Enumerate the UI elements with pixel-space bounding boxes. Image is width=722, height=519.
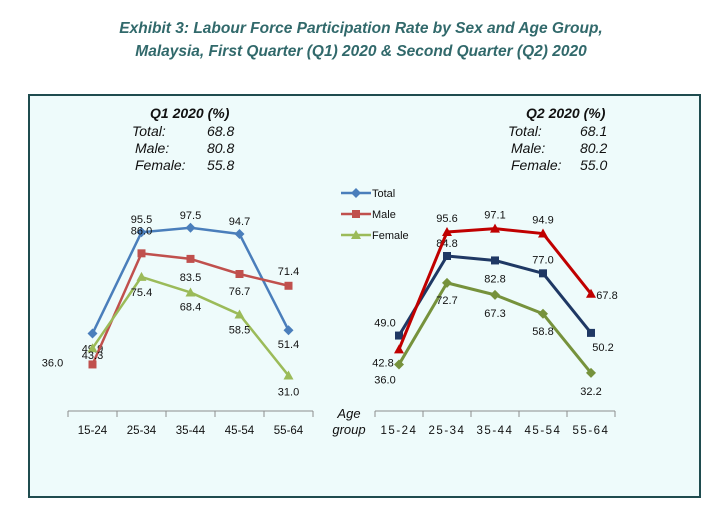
q1-x-tick-label-55-64: 55-64	[274, 425, 304, 437]
q2-total-data-label-45-54: 77.0	[532, 254, 553, 266]
q2-male-point-15-24	[394, 344, 404, 354]
q2-total-point-55-64	[587, 328, 595, 337]
q1-summary-total-label: Total:	[132, 123, 166, 139]
q1-total-data-label-45-54: 94.7	[229, 216, 250, 228]
q1-total-point-35-44	[185, 222, 196, 233]
q2-male-point-45-54	[538, 228, 548, 238]
q2-female-point-55-64	[586, 367, 596, 378]
q1-female-point-55-64	[283, 370, 294, 380]
q2-summary-male-value: 80.2	[580, 140, 607, 156]
q1-total-point-25-34	[136, 227, 147, 238]
q2-male-point-25-34	[442, 227, 452, 236]
q2-female-point-15-24	[394, 359, 404, 370]
q1-summary-male-label: Male:	[135, 140, 169, 156]
q1-total-point-15-24	[87, 328, 98, 339]
q2-x-tick-label-45-54: 45-54	[525, 425, 562, 437]
legend: Total Male Female	[341, 188, 409, 242]
q2-male-data-label-25-34: 95.6	[436, 213, 457, 225]
q2-total-data-label-55-64: 50.2	[592, 342, 613, 354]
q2-total-point-25-34	[443, 252, 451, 260]
x-axis-label-line-1: Age	[336, 406, 360, 421]
q1-female-point-15-24	[87, 343, 98, 353]
q2-summary-female-label: Female:	[511, 157, 562, 173]
q2-female-point-25-34	[442, 277, 452, 288]
q2-male-point-55-64	[586, 288, 596, 298]
q1-summary-box: Q1 2020 (%) Total: 68.8 Male: 80.8 Femal…	[132, 105, 234, 173]
q2-female-data-label-15-24: 36.0	[374, 374, 395, 386]
q1-summary-male-value: 80.8	[207, 140, 234, 156]
q1-total-point-55-64	[283, 325, 294, 336]
q1-male-data-label-45-54: 76.7	[229, 286, 250, 298]
q1-x-tick-label-15-24: 15-24	[78, 425, 108, 437]
q1-male-point-45-54	[235, 270, 244, 278]
q1-male-data-label-55-64: 71.4	[278, 266, 299, 278]
chart-q1: 15-2425-3435-4445-5455-6449.995.597.594.…	[42, 210, 314, 437]
q1-total-data-label-25-34: 95.5	[131, 214, 152, 226]
q2-female-data-label-45-54: 58.8	[532, 326, 553, 338]
q1-male-point-55-64	[284, 281, 293, 290]
q1-summary-female-value: 55.8	[207, 157, 234, 173]
q2-total-data-label-35-44: 82.8	[484, 273, 505, 285]
q2-female-data-label-35-44: 67.3	[484, 308, 505, 320]
q2-summary-total-value: 68.1	[580, 123, 607, 139]
q1-male-data-label-15-24: 36.0	[42, 357, 63, 369]
q1-female-point-35-44	[185, 287, 196, 297]
q2-female-data-label-55-64: 32.2	[580, 386, 601, 398]
x-axis-label: Age group	[332, 406, 365, 437]
q1-male-point-15-24	[88, 360, 97, 369]
q2-total-point-15-24	[395, 331, 403, 340]
q2-summary-female-value: 55.0	[580, 157, 607, 173]
q1-x-tick-label-45-54: 45-54	[225, 425, 255, 437]
q2-x-tick-label-25-34: 25-34	[429, 425, 466, 437]
chart-title-line-2: Malaysia, First Quarter (Q1) 2020 & Seco…	[135, 43, 587, 60]
legend-female-label: Female	[372, 230, 409, 242]
q1-total-data-label-55-64: 51.4	[278, 339, 299, 351]
q2-total-point-35-44	[491, 256, 499, 265]
q2-male-data-label-45-54: 94.9	[532, 215, 553, 227]
q2-male-data-label-15-24: 42.8	[372, 357, 393, 369]
q2-female-point-45-54	[538, 308, 548, 319]
q1-female-data-label-45-54: 58.5	[229, 324, 250, 336]
q2-female-point-35-44	[490, 289, 500, 300]
chart-title-line-1: Exhibit 3: Labour Force Participation Ra…	[119, 20, 603, 37]
q2-x-tick-label-15-24: 15-24	[381, 425, 418, 437]
q1-summary-female-label: Female:	[135, 157, 186, 173]
q2-summary-total-label: Total:	[508, 123, 542, 139]
q1-summary-heading: Q1 2020 (%)	[150, 105, 230, 121]
q1-female-data-label-15-24: 43.3	[82, 350, 103, 362]
legend-male-marker	[352, 210, 360, 218]
q1-total-point-45-54	[234, 229, 245, 239]
q1-female-point-25-34	[136, 271, 147, 281]
q1-x-tick-label-35-44: 35-44	[176, 425, 206, 437]
legend-female-marker	[351, 230, 361, 239]
q1-male-data-label-25-34: 86.0	[131, 225, 152, 237]
q1-total-data-label-35-44: 97.5	[180, 210, 201, 222]
q2-summary-heading: Q2 2020 (%)	[526, 105, 606, 121]
legend-male-label: Male	[372, 209, 396, 221]
q2-male-data-label-55-64: 67.8	[596, 290, 617, 302]
q2-x-tick-label-55-64: 55-64	[573, 425, 610, 437]
legend-total-label: Total	[372, 188, 395, 200]
q1-x-tick-label-25-34: 25-34	[127, 425, 157, 437]
q1-male-data-label-35-44: 83.5	[180, 272, 201, 284]
legend-total-marker	[351, 188, 361, 198]
q1-male-point-25-34	[137, 249, 146, 258]
q2-x-tick-label-35-44: 35-44	[477, 425, 514, 437]
q2-total-point-45-54	[539, 269, 547, 278]
q1-female-data-label-25-34: 75.4	[131, 287, 152, 299]
q1-female-data-label-35-44: 68.4	[180, 301, 201, 313]
q2-summary-male-label: Male:	[511, 140, 545, 156]
q2-male-data-label-35-44: 97.1	[484, 210, 505, 222]
q1-female-point-45-54	[234, 309, 245, 319]
x-axis-label-line-2: group	[332, 422, 365, 437]
q1-female-data-label-55-64: 31.0	[278, 387, 299, 399]
q1-male-point-35-44	[186, 254, 195, 263]
q1-summary-total-value: 68.8	[207, 123, 234, 139]
chart-q2: 15-24 25-34 35-44 45-54 55-6449.084.882.877.…	[372, 210, 617, 437]
q2-total-data-label-15-24: 49.0	[374, 318, 395, 330]
q2-male-point-35-44	[490, 223, 500, 233]
q2-female-data-label-25-34: 72.7	[436, 295, 457, 307]
q2-summary-box: Q2 2020 (%) Total: 68.1 Male: 80.2 Femal…	[508, 105, 607, 173]
